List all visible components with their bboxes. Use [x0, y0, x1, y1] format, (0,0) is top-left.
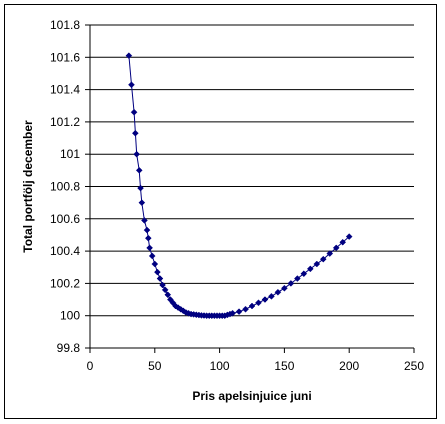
y-axis-ticks: [85, 24, 90, 349]
data-point-marker: [313, 260, 321, 268]
data-point-marker: [154, 268, 161, 276]
data-point-marker: [138, 199, 146, 207]
series-points: [125, 52, 353, 320]
x-tick-label: 250: [404, 359, 424, 373]
grid-lines: [90, 24, 414, 317]
data-point-marker: [235, 308, 243, 316]
x-tick-label: 50: [148, 359, 162, 373]
series-line: [128, 55, 350, 317]
y-tick-label: 101.4: [50, 83, 80, 97]
x-tick-label: 200: [339, 359, 359, 373]
data-point-marker: [164, 291, 172, 299]
y-tick-label: 100: [60, 309, 80, 323]
x-tick-label: 0: [87, 359, 94, 373]
chart-frame: [4, 4, 437, 419]
data-point-marker: [141, 217, 148, 224]
y-tick-label: 100.6: [50, 212, 80, 226]
data-point-marker: [339, 238, 347, 246]
data-point-marker: [146, 244, 153, 252]
y-axis-title: Total portfölj december: [21, 120, 35, 253]
data-point-marker: [128, 81, 135, 89]
data-point-marker: [326, 250, 334, 257]
data-point-marker: [281, 284, 288, 292]
data-point-marker: [242, 305, 249, 313]
data-point-marker: [345, 233, 353, 240]
data-point-marker: [135, 166, 143, 174]
data-point-marker: [248, 302, 256, 310]
data-point-marker: [161, 286, 169, 294]
x-tick-label: 150: [274, 359, 294, 373]
data-point-marker: [143, 226, 151, 234]
y-tick-label: 101.6: [50, 50, 80, 64]
data-point-marker: [148, 252, 156, 260]
data-point-marker: [151, 260, 159, 268]
y-tick-labels: 99.8 100 100.2 100.4 100.6 100.8 101 101.2 101.4…: [50, 18, 80, 355]
data-point-marker: [332, 244, 340, 252]
data-point-marker: [156, 275, 164, 282]
data-point-marker: [229, 309, 236, 317]
data-point-marker: [159, 281, 166, 289]
y-tick-label: 100.2: [50, 276, 80, 290]
data-point-marker: [125, 52, 133, 60]
data-point-marker: [274, 288, 282, 296]
x-axis-ticks: [89, 348, 415, 353]
data-point-marker: [132, 129, 139, 137]
data-point-marker: [287, 280, 295, 287]
y-tick-label: 99.8: [57, 341, 81, 355]
data-point-marker: [144, 234, 152, 242]
data-point-marker: [306, 265, 314, 273]
data-point-marker: [255, 299, 262, 307]
data-point-marker: [137, 184, 144, 192]
x-tick-label: 100: [210, 359, 230, 373]
x-axis-title: Pris apelsinjuice juni: [192, 389, 311, 403]
data-point-marker: [294, 275, 301, 282]
data-point-marker: [300, 270, 308, 278]
y-tick-label: 101: [60, 147, 80, 161]
y-tick-label: 101.8: [50, 18, 80, 32]
y-tick-label: 101.2: [50, 115, 80, 129]
data-point-marker: [261, 296, 269, 303]
data-point-marker: [130, 108, 138, 116]
x-tick-labels: 0 50 100 150 200 250: [87, 359, 425, 373]
data-point-marker: [268, 292, 275, 300]
data-point-marker: [319, 255, 327, 263]
y-tick-label: 100.4: [50, 244, 80, 258]
y-tick-label: 100.8: [50, 180, 80, 194]
data-point-marker: [133, 150, 141, 158]
